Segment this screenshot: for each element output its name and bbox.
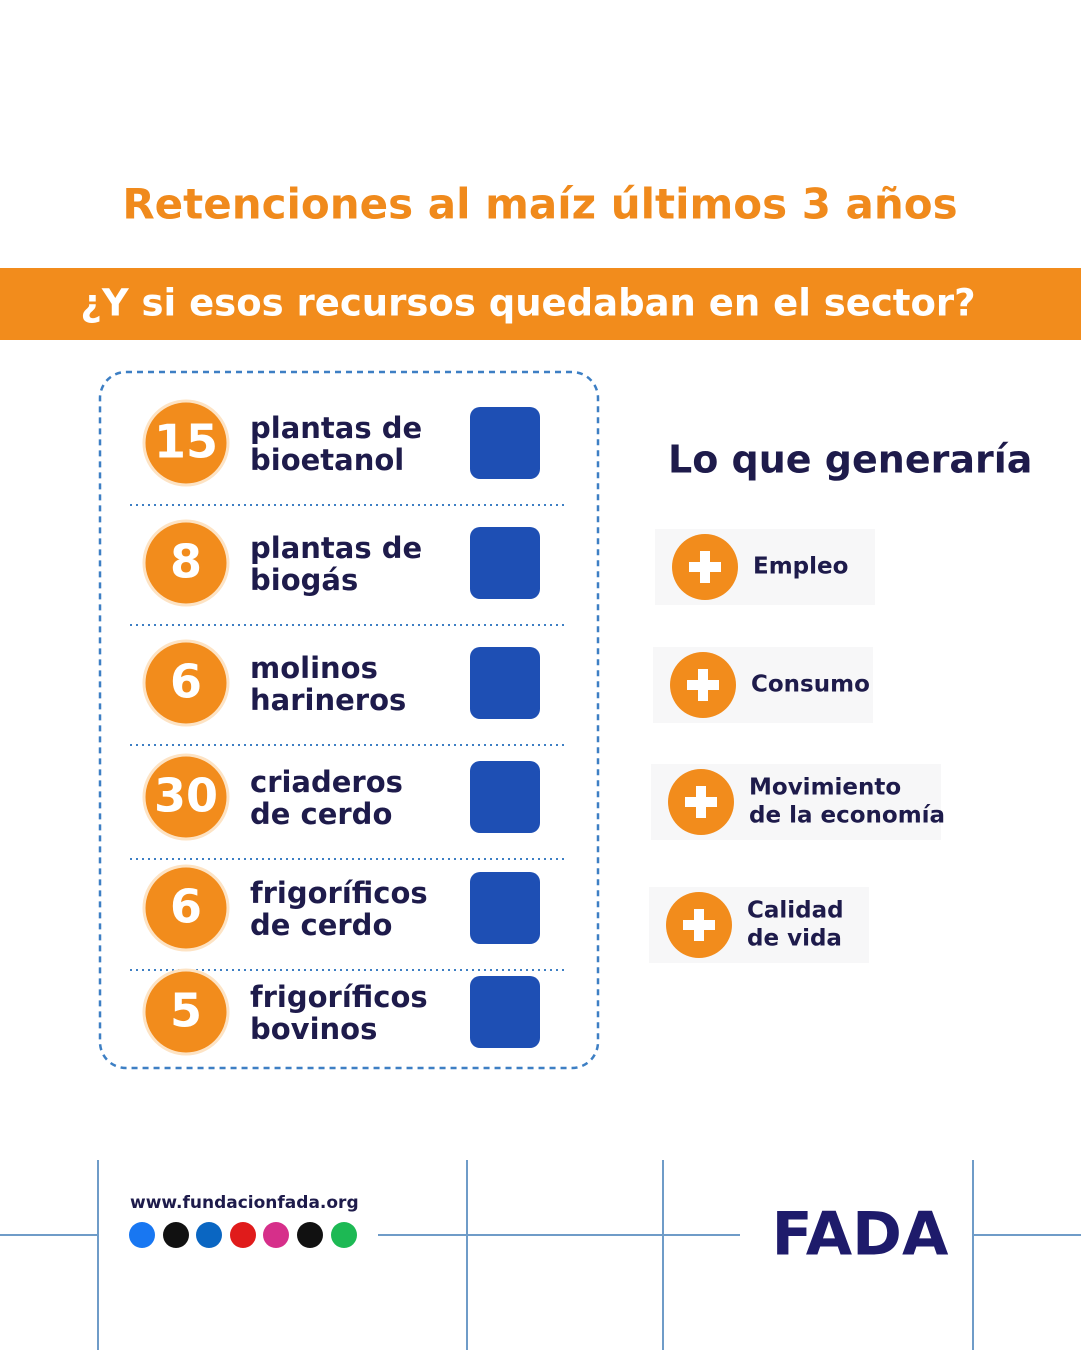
effects-title: Lo que generaría (668, 438, 1032, 482)
title: Retenciones al maíz últimos 3 años (122, 180, 957, 229)
item-number: 30 (154, 769, 218, 823)
banner-text: ¿Y si esos recursos quedaban en el secto… (80, 282, 975, 325)
item-icon (470, 976, 540, 1048)
number-circle (142, 399, 230, 487)
logo: FADA (772, 1200, 949, 1270)
item-label: frigoríficos (250, 980, 428, 1014)
item-label: de cerdo (250, 797, 392, 831)
social-icons (129, 1222, 357, 1248)
item-icon (470, 761, 540, 833)
item-label: harineros (250, 683, 406, 717)
item-label: molinos (250, 651, 378, 685)
item-icon (470, 872, 540, 944)
plus-v (696, 786, 706, 818)
number-circle (142, 753, 230, 841)
item-icon (470, 407, 540, 479)
effect-label: Consumo (751, 672, 870, 698)
effect-label: Movimiento (749, 775, 901, 801)
footer-grid (0, 1160, 1081, 1350)
effect-label: de la economía (749, 803, 945, 829)
list-box (98, 370, 600, 1070)
number-circle (142, 968, 230, 1056)
effect-label: Empleo (753, 554, 848, 580)
item-label: bovinos (250, 1012, 377, 1046)
plus-v (698, 669, 708, 701)
item-number: 6 (170, 880, 202, 934)
item-label: plantas de (250, 531, 422, 565)
number-circle (142, 639, 230, 727)
effect-label: de vida (747, 926, 842, 952)
item-number: 15 (154, 415, 218, 469)
item-label: biogás (250, 563, 358, 597)
item-number: 5 (170, 984, 202, 1038)
item-icon (470, 527, 540, 599)
item-icon (470, 647, 540, 719)
number-circle (142, 864, 230, 952)
plus-v (694, 909, 704, 941)
item-label: plantas de (250, 411, 422, 445)
banner (0, 268, 1081, 340)
item-number: 6 (170, 655, 202, 709)
plus-v (700, 551, 710, 583)
footer-url: www.fundacionfada.org (130, 1193, 359, 1213)
item-label: criaderos (250, 765, 403, 799)
item-label: frigoríficos (250, 876, 428, 910)
item-label: bioetanol (250, 443, 404, 477)
number-circle (142, 519, 230, 607)
item-label: de cerdo (250, 908, 392, 942)
effect-label: Calidad (747, 898, 844, 924)
item-number: 8 (170, 535, 202, 589)
